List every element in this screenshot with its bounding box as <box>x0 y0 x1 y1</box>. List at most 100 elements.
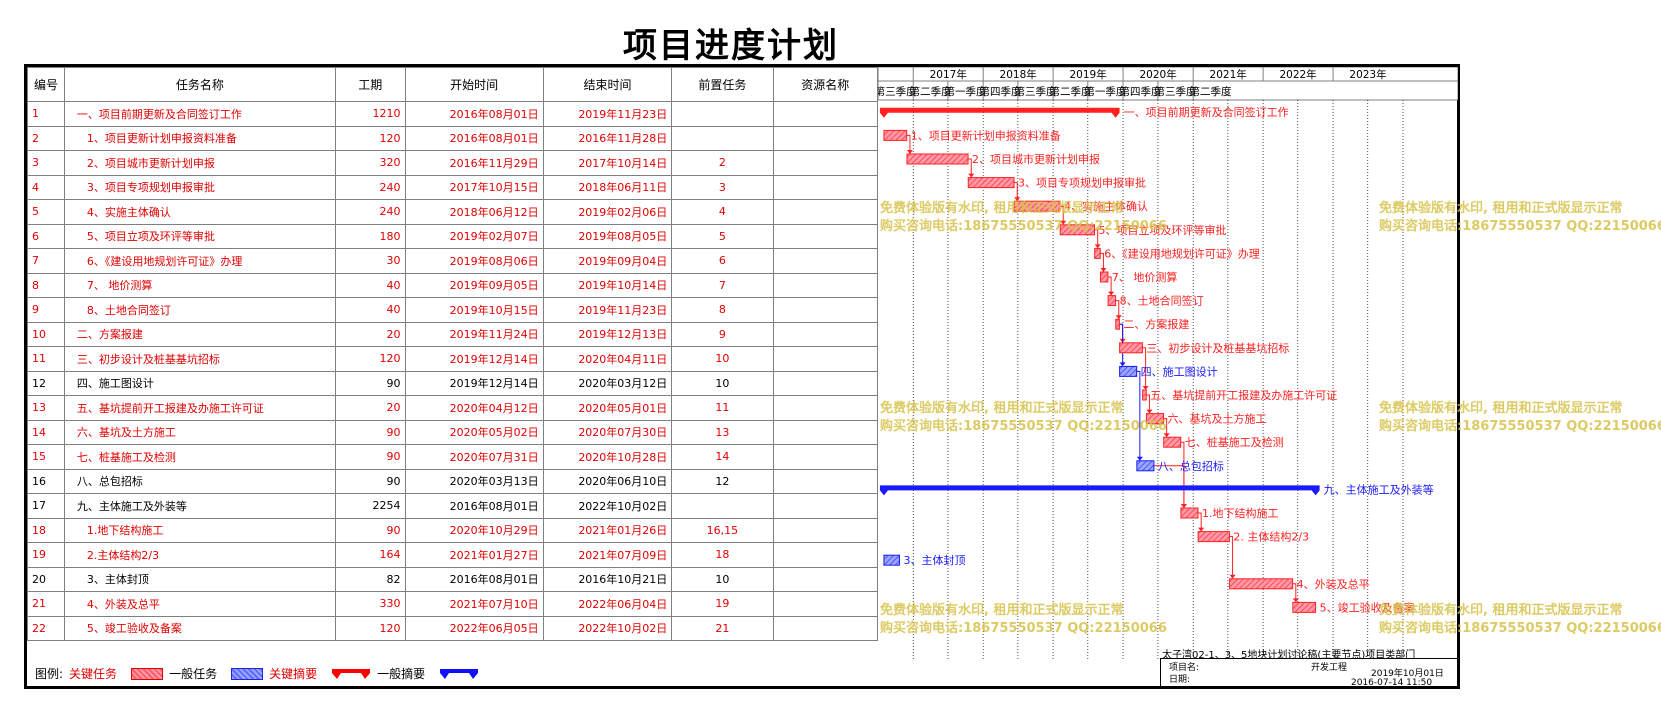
cell-task-name[interactable]: 九、主体施工及外装等 <box>63 493 336 519</box>
cell-id[interactable]: 2 <box>27 125 65 151</box>
table-row[interactable]: 5 4、实施主体确认 240 2018年06月12日 2019年02月06日 4 <box>27 199 879 225</box>
cell-resource[interactable] <box>772 542 879 568</box>
table-row[interactable]: 10 二、方案报建 20 2019年11月24日 2019年12月13日 9 <box>27 321 879 347</box>
cell-predecessor[interactable] <box>671 101 774 127</box>
cell-task-name[interactable]: 2.主体结构2/3 <box>63 542 336 568</box>
cell-duration[interactable]: 20 <box>334 395 406 421</box>
cell-start[interactable]: 2019年12月14日 <box>404 346 544 372</box>
table-row[interactable]: 2 1、项目更新计划申报资料准备 120 2016年08月01日 2016年11月28日 <box>27 125 879 151</box>
cell-end[interactable]: 2020年05月01日 <box>542 395 673 421</box>
cell-start[interactable]: 2021年07月10日 <box>404 591 544 617</box>
cell-duration[interactable]: 240 <box>334 199 406 225</box>
table-row[interactable]: 8 7、 地价测算 40 2019年09月05日 2019年10月14日 7 <box>27 272 879 298</box>
table-row[interactable]: 6 5、项目立项及环评等审批 180 2019年02月07日 2019年08月05日 5 <box>27 223 879 249</box>
cell-resource[interactable] <box>772 566 879 592</box>
cell-id[interactable]: 3 <box>27 150 65 176</box>
cell-predecessor[interactable]: 18 <box>671 542 774 568</box>
cell-resource[interactable] <box>772 297 879 323</box>
cell-task-name[interactable]: 5、竣工验收及备案 <box>63 615 336 641</box>
cell-end[interactable]: 2019年09月04日 <box>542 248 673 274</box>
cell-duration[interactable]: 90 <box>334 468 406 494</box>
cell-start[interactable]: 2020年07月31日 <box>404 444 544 470</box>
cell-id[interactable]: 8 <box>27 272 65 298</box>
table-row[interactable]: 21 4、外装及总平 330 2021年07月10日 2022年06月04日 19 <box>27 591 879 617</box>
cell-predecessor[interactable]: 4 <box>671 199 774 225</box>
cell-end[interactable]: 2019年02月06日 <box>542 199 673 225</box>
cell-predecessor[interactable]: 10 <box>671 566 774 592</box>
cell-predecessor[interactable] <box>671 493 774 519</box>
cell-end[interactable]: 2019年08月05日 <box>542 223 673 249</box>
cell-end[interactable]: 2020年04月11日 <box>542 346 673 372</box>
cell-duration[interactable]: 30 <box>334 248 406 274</box>
cell-id[interactable]: 11 <box>27 346 65 372</box>
cell-start[interactable]: 2019年12月14日 <box>404 370 544 396</box>
cell-task-name[interactable]: 5、项目立项及环评等审批 <box>63 223 336 249</box>
cell-id[interactable]: 20 <box>27 566 65 592</box>
cell-start[interactable]: 2022年06月05日 <box>404 615 544 641</box>
table-row[interactable]: 11 三、初步设计及桩基基坑招标 120 2019年12月14日 2020年04月11日… <box>27 346 879 372</box>
cell-end[interactable]: 2019年11月23日 <box>542 101 673 127</box>
cell-duration[interactable]: 120 <box>334 125 406 151</box>
cell-id[interactable]: 22 <box>27 615 65 641</box>
cell-duration[interactable]: 82 <box>334 566 406 592</box>
cell-end[interactable]: 2020年03月12日 <box>542 370 673 396</box>
cell-duration[interactable]: 180 <box>334 223 406 249</box>
cell-start[interactable]: 2016年11月29日 <box>404 150 544 176</box>
cell-duration[interactable]: 320 <box>334 150 406 176</box>
cell-id[interactable]: 13 <box>27 395 65 421</box>
cell-start[interactable]: 2019年02月07日 <box>404 223 544 249</box>
cell-start[interactable]: 2020年10月29日 <box>404 517 544 543</box>
cell-id[interactable]: 18 <box>27 517 65 543</box>
cell-end[interactable]: 2020年10月28日 <box>542 444 673 470</box>
cell-task-name[interactable]: 4、外装及总平 <box>63 591 336 617</box>
cell-task-name[interactable]: 五、基坑提前开工报建及办施工许可证 <box>63 395 336 421</box>
cell-resource[interactable] <box>772 101 879 127</box>
cell-start[interactable]: 2019年09月05日 <box>404 272 544 298</box>
cell-duration[interactable]: 2254 <box>334 493 406 519</box>
cell-task-name[interactable]: 六、基坑及土方施工 <box>63 419 336 445</box>
cell-predecessor[interactable]: 2 <box>671 150 774 176</box>
header-id[interactable]: 编号 <box>27 67 65 102</box>
cell-start[interactable]: 2020年04月12日 <box>404 395 544 421</box>
cell-end[interactable]: 2016年11月28日 <box>542 125 673 151</box>
cell-id[interactable]: 12 <box>27 370 65 396</box>
cell-predecessor[interactable]: 13 <box>671 419 774 445</box>
table-row[interactable]: 19 2.主体结构2/3 164 2021年01月27日 2021年07月09日 18 <box>27 542 879 568</box>
cell-task-name[interactable]: 八、总包招标 <box>63 468 336 494</box>
cell-duration[interactable]: 90 <box>334 370 406 396</box>
cell-id[interactable]: 9 <box>27 297 65 323</box>
cell-id[interactable]: 15 <box>27 444 65 470</box>
cell-resource[interactable] <box>772 150 879 176</box>
cell-predecessor[interactable]: 11 <box>671 395 774 421</box>
cell-duration[interactable]: 120 <box>334 615 406 641</box>
cell-start[interactable]: 2019年11月24日 <box>404 321 544 347</box>
cell-end[interactable]: 2019年10月14日 <box>542 272 673 298</box>
header-name[interactable]: 任务名称 <box>63 67 336 102</box>
cell-resource[interactable] <box>772 419 879 445</box>
cell-predecessor[interactable]: 3 <box>671 174 774 200</box>
cell-duration[interactable]: 330 <box>334 591 406 617</box>
table-row[interactable]: 14 六、基坑及土方施工 90 2020年05月02日 2020年07月30日 13 <box>27 419 879 445</box>
table-row[interactable]: 15 七、桩基施工及检测 90 2020年07月31日 2020年10月28日 14 <box>27 444 879 470</box>
cell-id[interactable]: 21 <box>27 591 65 617</box>
header-end[interactable]: 结束时间 <box>542 67 673 102</box>
header-predecessor[interactable]: 前置任务 <box>671 67 774 102</box>
cell-resource[interactable] <box>772 591 879 617</box>
cell-predecessor[interactable]: 14 <box>671 444 774 470</box>
table-row[interactable]: 9 8、土地合同签订 40 2019年10月15日 2019年11月23日 8 <box>27 297 879 323</box>
cell-resource[interactable] <box>772 125 879 151</box>
cell-start[interactable]: 2016年08月01日 <box>404 125 544 151</box>
cell-predecessor[interactable]: 7 <box>671 272 774 298</box>
cell-predecessor[interactable] <box>671 125 774 151</box>
cell-end[interactable]: 2020年06月10日 <box>542 468 673 494</box>
cell-id[interactable]: 6 <box>27 223 65 249</box>
cell-predecessor[interactable]: 12 <box>671 468 774 494</box>
cell-id[interactable]: 14 <box>27 419 65 445</box>
cell-duration[interactable]: 90 <box>334 517 406 543</box>
cell-duration[interactable]: 40 <box>334 297 406 323</box>
cell-predecessor[interactable]: 10 <box>671 370 774 396</box>
table-row[interactable]: 3 2、项目城市更新计划申报 320 2016年11月29日 2017年10月14日 2 <box>27 150 879 176</box>
cell-id[interactable]: 17 <box>27 493 65 519</box>
cell-end[interactable]: 2021年01月26日 <box>542 517 673 543</box>
table-row[interactable]: 12 四、施工图设计 90 2019年12月14日 2020年03月12日 10 <box>27 370 879 396</box>
